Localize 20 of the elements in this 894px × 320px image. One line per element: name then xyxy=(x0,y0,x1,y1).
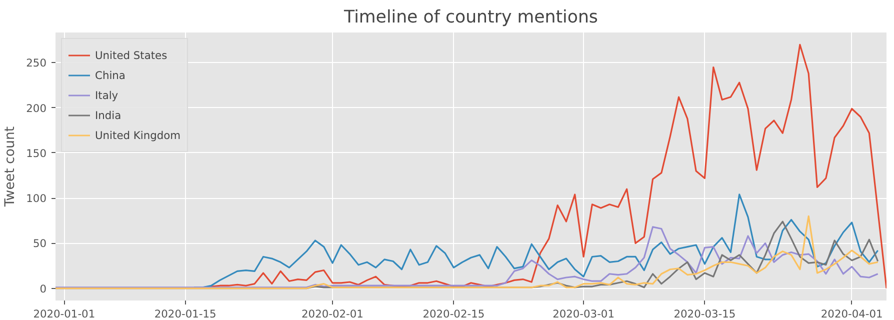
legend-label: United Kingdom xyxy=(95,128,181,142)
legend-label: Italy xyxy=(95,88,118,102)
y-tick-label: 50 xyxy=(32,237,47,250)
y-tick-label: 100 xyxy=(26,192,47,206)
legend-label: United States xyxy=(95,48,168,62)
x-tick-label: 2020-01-15 xyxy=(154,308,216,320)
x-tick-label: 2020-03-01 xyxy=(552,308,615,320)
chart-title: Timeline of country mentions xyxy=(343,8,598,28)
y-tick-label: 200 xyxy=(26,102,47,115)
x-tick-label: 2020-02-01 xyxy=(302,308,364,320)
x-tick-label: 2020-03-15 xyxy=(674,308,736,320)
y-tick-label: 250 xyxy=(26,56,47,70)
legend-label: China xyxy=(95,68,126,82)
legend-label: India xyxy=(95,108,122,122)
y-tick-label: 0 xyxy=(40,282,47,296)
x-tick-label: 2020-02-15 xyxy=(422,308,485,320)
x-tick-label: 2020-04-01 xyxy=(820,308,883,320)
y-tick-label: 150 xyxy=(26,146,47,160)
y-axis-title: Tweet count xyxy=(3,126,18,208)
x-tick-label: 2020-01-01 xyxy=(33,308,96,320)
